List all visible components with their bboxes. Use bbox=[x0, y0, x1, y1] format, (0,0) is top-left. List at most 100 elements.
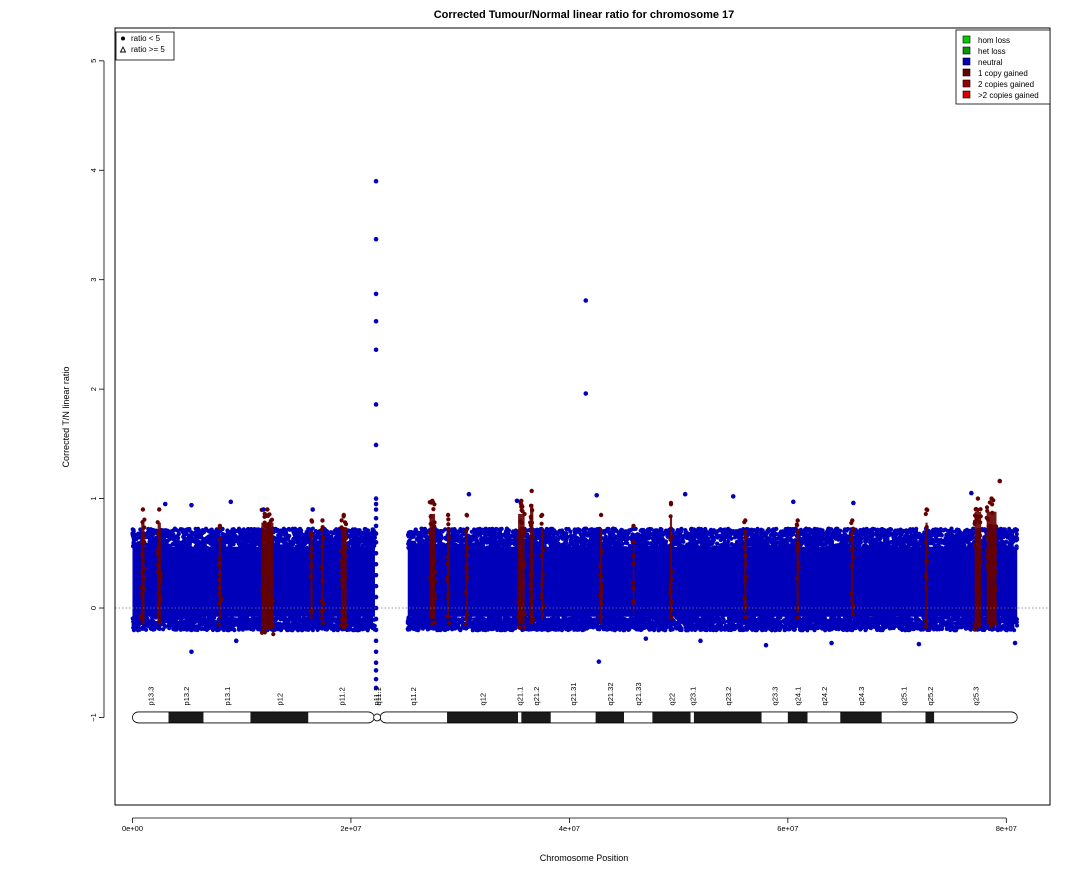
neutral-point bbox=[212, 615, 217, 620]
neutral-point bbox=[203, 618, 208, 623]
neutral-point bbox=[290, 621, 295, 626]
neutral-point bbox=[195, 627, 200, 633]
chart-title: Corrected Tumour/Normal linear ratio for… bbox=[434, 9, 735, 21]
neutral-point bbox=[330, 546, 335, 551]
neutral-point bbox=[145, 530, 150, 535]
neutral-point bbox=[335, 628, 340, 633]
neutral-point bbox=[274, 623, 279, 628]
neutral-point bbox=[167, 626, 172, 631]
neutral-point bbox=[353, 527, 358, 532]
neutral-point bbox=[237, 540, 242, 545]
neutral-point bbox=[166, 545, 171, 550]
neutral-point bbox=[212, 622, 217, 627]
neutral-point bbox=[200, 544, 205, 549]
neutral-point bbox=[284, 627, 289, 633]
neutral-point bbox=[363, 620, 368, 625]
neutral-point bbox=[228, 529, 233, 535]
neutral-point bbox=[351, 615, 356, 620]
neutral-point bbox=[371, 535, 376, 541]
neutral-point bbox=[279, 537, 284, 542]
neutral-point bbox=[208, 538, 213, 543]
neutral-point bbox=[131, 628, 137, 633]
neutral-point bbox=[324, 627, 330, 632]
neutral-point bbox=[150, 618, 155, 623]
neutral-point bbox=[331, 617, 336, 622]
neutral-point bbox=[272, 536, 277, 541]
neutral-point bbox=[275, 528, 280, 533]
neutral-point bbox=[324, 621, 329, 626]
neutral-point bbox=[172, 535, 177, 540]
neutral-point bbox=[190, 532, 195, 537]
neutral-point bbox=[297, 536, 302, 541]
neutral-point bbox=[290, 627, 295, 632]
neutral-point bbox=[357, 627, 362, 633]
neutral-point bbox=[148, 536, 153, 542]
neutral-point bbox=[149, 531, 154, 536]
neutral-point bbox=[202, 529, 207, 534]
neutral-point bbox=[161, 627, 166, 632]
neutral-point bbox=[286, 526, 291, 532]
neutral-point bbox=[360, 530, 365, 535]
neutral-point bbox=[220, 542, 225, 547]
neutral-point bbox=[298, 623, 303, 628]
neutral-point bbox=[715, 541, 720, 546]
neutral-point bbox=[208, 541, 213, 546]
neutral-point bbox=[296, 617, 301, 622]
neutral-point bbox=[149, 615, 155, 620]
neutral-point bbox=[174, 627, 179, 632]
neutral-point bbox=[313, 537, 318, 542]
neutral-point bbox=[184, 616, 189, 621]
neutral-point bbox=[217, 625, 222, 630]
neutral-point bbox=[351, 536, 357, 541]
neutral-point bbox=[282, 532, 287, 538]
neutral-point bbox=[189, 626, 194, 631]
neutral-point bbox=[279, 544, 284, 549]
neutral-point bbox=[298, 533, 303, 538]
neutral-point bbox=[305, 528, 310, 533]
neutral-point bbox=[165, 619, 170, 624]
neutral-point bbox=[366, 528, 371, 533]
neutral-point bbox=[347, 617, 352, 622]
neutral-point bbox=[290, 542, 296, 547]
neutral-point bbox=[290, 617, 295, 623]
neutral-point bbox=[205, 545, 210, 551]
neutral-point bbox=[361, 616, 366, 621]
neutral-point bbox=[367, 545, 373, 550]
neutral-point bbox=[251, 619, 256, 624]
neutral-point bbox=[232, 619, 237, 624]
neutral-point bbox=[231, 527, 236, 532]
plot-area bbox=[115, 178, 1050, 691]
neutral-point bbox=[249, 527, 254, 532]
neutral-point bbox=[240, 529, 245, 534]
neutral-point bbox=[206, 534, 211, 540]
neutral-point bbox=[177, 622, 182, 627]
x-axis-label: Chromosome Position bbox=[540, 853, 629, 863]
neutral-point bbox=[130, 532, 135, 537]
neutral-point bbox=[172, 526, 177, 531]
neutral-point bbox=[280, 626, 285, 631]
neutral-point bbox=[314, 625, 319, 631]
neutral-point bbox=[328, 530, 333, 535]
neutral-point bbox=[291, 536, 296, 541]
neutral-point bbox=[224, 540, 229, 545]
neutral-point bbox=[285, 544, 291, 549]
neutral-point bbox=[185, 538, 190, 543]
neutral-point bbox=[225, 528, 230, 533]
neutral-point bbox=[237, 626, 242, 631]
neutral-point bbox=[250, 627, 255, 632]
neutral-point bbox=[157, 626, 162, 631]
neutral-point bbox=[212, 542, 217, 547]
neutral-point bbox=[313, 545, 318, 551]
neutral-point bbox=[148, 544, 153, 549]
neutral-point bbox=[241, 534, 246, 540]
neutral-point bbox=[623, 546, 629, 551]
neutral-point bbox=[257, 620, 262, 625]
neutral-point bbox=[308, 621, 313, 627]
neutral-point bbox=[351, 620, 356, 625]
neutral-density-band bbox=[407, 546, 1018, 617]
neutral-point bbox=[332, 624, 337, 629]
neutral-point bbox=[249, 540, 254, 545]
neutral-point bbox=[307, 625, 312, 630]
neutral-point bbox=[257, 624, 262, 629]
